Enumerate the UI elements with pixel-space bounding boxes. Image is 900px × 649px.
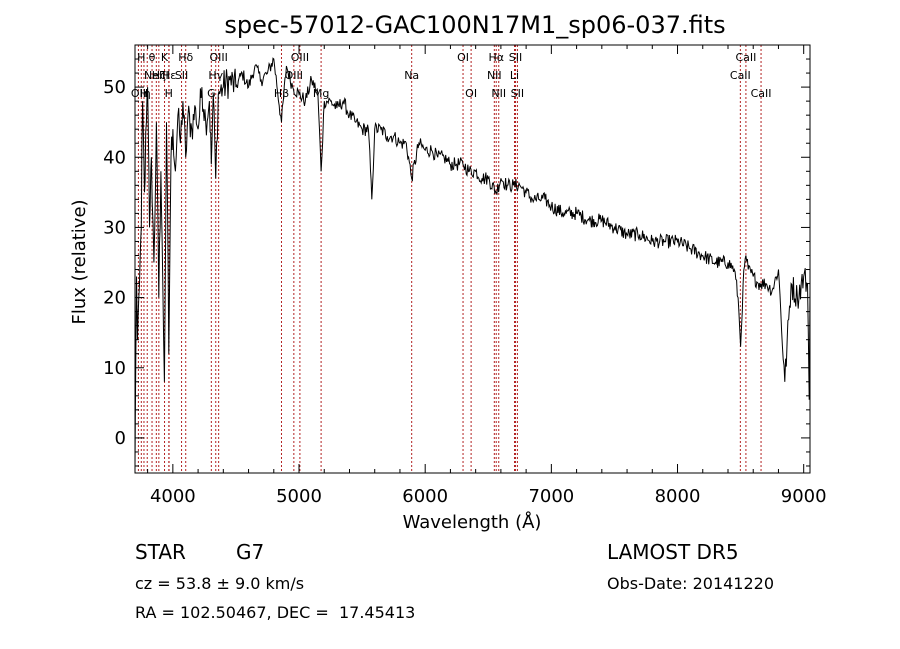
line-label-17: OIII: [291, 51, 309, 64]
plot-frame: [134, 44, 811, 474]
y-axis-ticks: 0 10 20 30 40 50: [103, 58, 810, 467]
y-tick-label-40: 40: [103, 147, 126, 168]
line-label-9: Hε: [162, 69, 176, 82]
observation-date: Obs-Date: 20141220: [607, 574, 775, 593]
x-tick-label-8000: 8000: [655, 486, 701, 507]
line-label-24: NII: [491, 87, 506, 100]
y-tick-label-0: 0: [115, 428, 126, 449]
line-label-5: NeIII: [144, 69, 169, 82]
x-tick-label-7000: 7000: [528, 486, 574, 507]
sky-coordinates: RA = 102.50467, DEC = 17.45413: [135, 603, 416, 622]
line-label-12: G: [207, 87, 216, 100]
line-label-30: CaII: [751, 87, 772, 100]
x-axis-ticks: 4000 5000 6000 7000 8000 9000: [147, 45, 827, 507]
y-tick-label-50: 50: [103, 77, 126, 98]
x-tick-label-6000: 6000: [402, 486, 448, 507]
line-label-26: SII: [509, 51, 522, 64]
x-tick-label-5000: 5000: [276, 486, 322, 507]
line-label-4: θ: [149, 51, 156, 64]
x-axis-label: Wavelength (Å): [403, 511, 542, 533]
y-axis-label: Flux (relative): [69, 199, 90, 324]
line-label-15: Hβ: [274, 87, 289, 100]
line-label-7: K: [161, 51, 169, 64]
y-tick-label-10: 10: [103, 358, 126, 379]
x-tick-label-4000: 4000: [150, 486, 196, 507]
line-label-28: CaII: [730, 69, 751, 82]
line-label-25: Li: [510, 69, 519, 82]
spectrum-line: [134, 57, 811, 467]
line-label-20: OI: [457, 51, 469, 64]
line-label-1: H: [137, 51, 145, 64]
line-label-29: CaII: [735, 51, 756, 64]
survey-name: LAMOST DR5: [607, 540, 739, 564]
line-label-8: H: [165, 87, 173, 100]
line-label-14: OIII: [209, 51, 227, 64]
line-label-19: Na: [404, 69, 419, 82]
line-label-6: Hζ: [152, 69, 166, 82]
line-label-13: Hγ: [208, 69, 223, 82]
line-markers: [137, 45, 762, 473]
chart-title: spec-57012-GAC100N17M1_sp06-037.fits: [224, 11, 725, 39]
line-label-2: H: [140, 87, 148, 100]
y-tick-label-30: 30: [103, 217, 126, 238]
line-label-10: SII: [175, 69, 188, 82]
object-class: STAR: [135, 540, 186, 564]
redshift-cz: cz = 53.8 ± 9.0 km/s: [135, 574, 305, 593]
line-label-23: Hα: [488, 51, 504, 64]
line-label-27: SII: [511, 87, 524, 100]
line-label-21: OI: [465, 87, 477, 100]
x-tick-label-9000: 9000: [781, 486, 827, 507]
line-label-22: NII: [487, 69, 502, 82]
line-label-11: Hδ: [178, 51, 193, 64]
y-tick-label-20: 20: [103, 288, 126, 309]
object-subclass: G7: [236, 540, 265, 564]
